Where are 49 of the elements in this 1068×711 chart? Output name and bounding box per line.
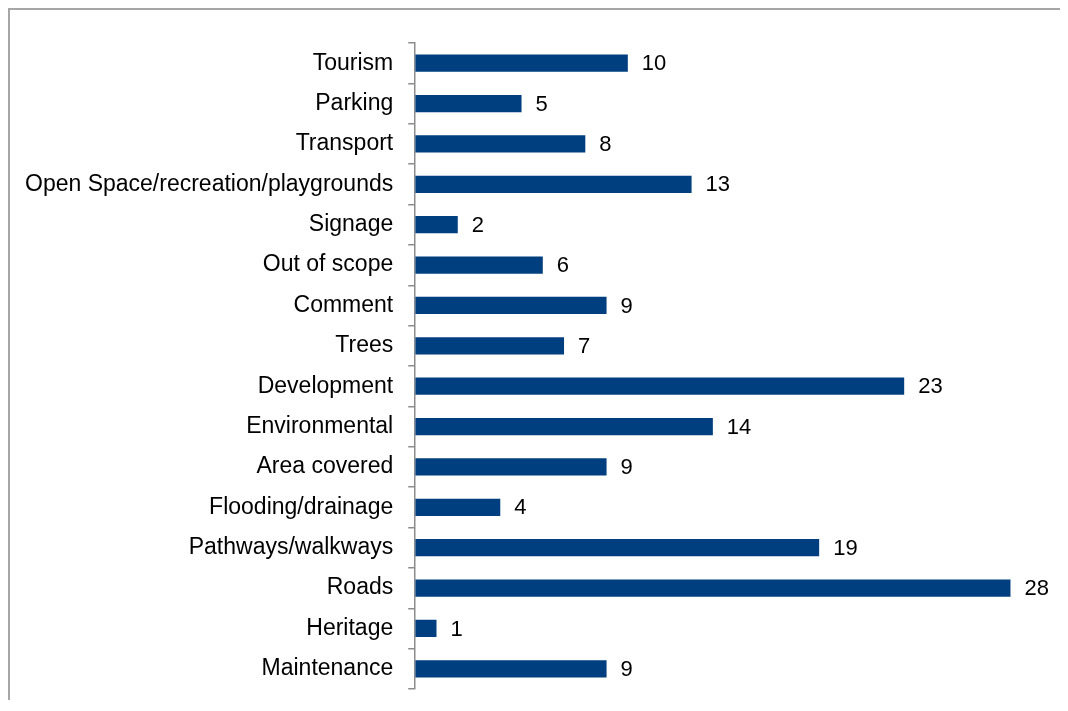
- y-tick-label: Parking: [315, 88, 394, 115]
- bar: [415, 619, 437, 638]
- y-tick-label: Area covered: [256, 452, 394, 479]
- bar: [415, 175, 692, 193]
- bar: [415, 135, 586, 153]
- y-tick-label: Pathways/walkways: [188, 533, 394, 560]
- bar: [415, 296, 607, 315]
- data-label: 19: [833, 534, 858, 560]
- data-label: 14: [726, 413, 752, 439]
- y-tick-label: Heritage: [306, 613, 394, 640]
- data-label: 9: [620, 292, 633, 318]
- bar: [415, 660, 607, 678]
- y-tick-label: Maintenance: [261, 654, 394, 681]
- data-label: 6: [556, 252, 570, 278]
- bar: [415, 54, 628, 72]
- data-label: 4: [514, 494, 527, 520]
- y-tick-label: Development: [257, 371, 394, 398]
- bar: [415, 377, 905, 395]
- bar: [415, 417, 713, 436]
- y-tick-label: Tourism: [312, 48, 394, 75]
- data-label: 23: [918, 373, 943, 399]
- data-label: 10: [641, 50, 667, 76]
- data-label: 2: [471, 211, 484, 237]
- data-label: 9: [620, 655, 633, 681]
- bar: [415, 216, 458, 234]
- y-tick-label: Roads: [326, 573, 394, 600]
- bar: [415, 539, 820, 557]
- y-tick-label: Transport: [295, 129, 394, 156]
- chart-frame: Tourism Parking Transport Open Space/recreation/playgrounds Signage Out of scope Comment Trees Development Environmental Area covered Flooding/drainage Pathways/walkways Roads Heritage Maintenance 10 5 8 13 2 6 9 7 23 14 9 4 19 28 1 9: [8, 8, 1060, 700]
- bar: [415, 498, 501, 516]
- data-label: 7: [578, 332, 591, 358]
- data-label: 9: [620, 454, 633, 479]
- bar: [415, 458, 607, 476]
- y-tick-label: Open Space/recreation/playgrounds: [24, 169, 394, 196]
- data-label: 1: [450, 615, 463, 641]
- bar: [415, 337, 565, 355]
- y-tick-label: Trees: [335, 331, 394, 358]
- y-tick-label: Signage: [308, 210, 394, 237]
- data-label: 13: [705, 171, 731, 197]
- y-tick-label: Flooding/drainage: [209, 492, 394, 519]
- data-label: 28: [1024, 575, 1049, 601]
- y-tick-label: Environmental: [246, 411, 394, 438]
- y-tick-label: Out of scope: [262, 250, 394, 277]
- bar: [415, 256, 543, 274]
- y-tick-label: Comment: [293, 290, 394, 317]
- data-label: 8: [599, 131, 612, 156]
- bar: [415, 579, 1011, 597]
- bar: [415, 94, 522, 113]
- data-label: 5: [535, 90, 548, 116]
